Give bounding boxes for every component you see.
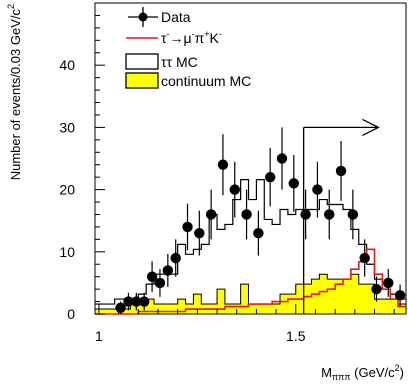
data-point bbox=[253, 227, 264, 239]
legend-tautau-box bbox=[125, 53, 159, 70]
legend-signal-label-part: - bbox=[219, 29, 222, 39]
legend-data-marker bbox=[138, 12, 148, 22]
x-tick-label: 1.5 bbox=[286, 328, 306, 344]
legend-entry-continuum: continuum MC bbox=[125, 72, 251, 89]
legend-signal-label-part: π bbox=[195, 30, 205, 46]
legend-entry-data: Data bbox=[128, 7, 191, 27]
legend-marker-data bbox=[128, 7, 158, 27]
data-point bbox=[264, 171, 276, 183]
legend-entry-tautau: ττ MC bbox=[125, 53, 198, 70]
x-label-unit-sup: 2 bbox=[395, 363, 400, 373]
x-label-sub: πππ bbox=[332, 372, 351, 382]
plot-area bbox=[94, 2, 407, 315]
data-point bbox=[241, 209, 252, 220]
legend-signal-label-part: - bbox=[192, 29, 195, 39]
data-point bbox=[182, 221, 193, 233]
continuum-mc-fill bbox=[94, 273, 407, 315]
legend-box-tautau bbox=[125, 53, 159, 70]
data-point bbox=[288, 178, 300, 189]
y-tick-label: 0 bbox=[67, 306, 75, 322]
legend-label-signal: τ-→μ-π+K- bbox=[161, 29, 222, 46]
legend-label-tautau: ττ MC bbox=[161, 54, 198, 70]
x-label-unit-pre: (GeV/c bbox=[351, 365, 396, 380]
legend-signal-label-part: - bbox=[167, 29, 170, 39]
data-point bbox=[154, 277, 166, 289]
legend-box-continuum bbox=[125, 72, 159, 89]
y-label-sup: 2 bbox=[6, 4, 16, 9]
legend-label-continuum: continuum MC bbox=[161, 73, 251, 89]
legend-signal-label-part: + bbox=[204, 29, 209, 39]
y-tick-label: 20 bbox=[59, 182, 75, 198]
data-point bbox=[300, 209, 311, 220]
data-point bbox=[324, 209, 335, 220]
data-point bbox=[170, 252, 181, 264]
x-label-unit-post: ) bbox=[400, 365, 404, 380]
data-point bbox=[359, 252, 370, 264]
data-point bbox=[205, 209, 217, 220]
x-axis-ticks: 1 1.5 bbox=[95, 304, 395, 344]
y-tick-label: 30 bbox=[59, 119, 75, 135]
data-points-layer bbox=[115, 127, 406, 314]
legend-signal-label-part: K bbox=[210, 30, 220, 46]
data-point bbox=[229, 184, 240, 195]
data-point bbox=[371, 283, 382, 295]
cut-layer bbox=[302, 118, 380, 314]
data-point bbox=[217, 159, 229, 170]
y-label-main: Number of events/0.03 GeV/c bbox=[8, 9, 23, 181]
y-tick-label: 10 bbox=[59, 244, 75, 260]
x-axis-label: Mπππ (GeV/c2) bbox=[321, 363, 404, 382]
data-point bbox=[383, 277, 394, 289]
legend-label-data: Data bbox=[161, 9, 191, 25]
data-point bbox=[139, 296, 150, 307]
data-point bbox=[146, 271, 158, 282]
legend-signal-label-part: →μ bbox=[170, 30, 192, 46]
cut-arrow-head bbox=[362, 118, 380, 136]
data-point bbox=[276, 153, 288, 164]
y-tick-label: 40 bbox=[59, 57, 75, 73]
data-point bbox=[162, 265, 174, 276]
data-point bbox=[115, 302, 126, 313]
data-point bbox=[194, 227, 205, 239]
data-point bbox=[131, 296, 142, 307]
data-point bbox=[123, 296, 134, 307]
data-point bbox=[347, 209, 359, 220]
data-point bbox=[335, 165, 347, 177]
legend-continuum-box bbox=[125, 72, 159, 89]
legend-entry-signal: τ-→μ-π+K- bbox=[126, 29, 222, 46]
y-axis-label: Number of events/0.03 GeV/c2 bbox=[6, 4, 23, 180]
legend-signal-label-part: τ bbox=[161, 30, 167, 46]
continuum-mc-layer bbox=[94, 273, 407, 315]
x-tick-label: 1 bbox=[95, 328, 103, 344]
x-label-main: M bbox=[321, 365, 332, 380]
y-axis-ticks: 0 10 20 30 40 bbox=[59, 2, 105, 322]
data-point bbox=[312, 184, 323, 195]
legend: Data τ-→μ-π+K- ττ MC continuum MC bbox=[125, 7, 251, 89]
data-point bbox=[394, 290, 406, 301]
